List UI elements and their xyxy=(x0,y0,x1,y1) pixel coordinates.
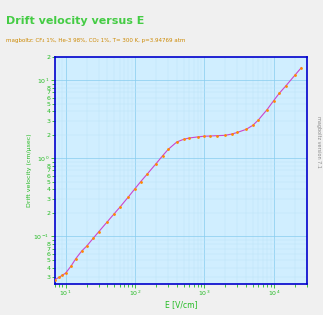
Point xyxy=(145,171,150,176)
Point xyxy=(174,140,179,145)
Point xyxy=(96,229,101,234)
Point xyxy=(111,211,117,216)
Point xyxy=(283,83,288,88)
Point xyxy=(60,272,65,278)
Point xyxy=(56,275,61,280)
Point xyxy=(84,244,89,249)
Text: magboltz version 7.1: magboltz version 7.1 xyxy=(316,116,321,168)
Point xyxy=(132,186,138,191)
Point xyxy=(223,133,228,138)
Point xyxy=(91,236,96,241)
Point xyxy=(292,73,297,78)
Y-axis label: Drift velocity (cm/μsec): Drift velocity (cm/μsec) xyxy=(27,133,32,207)
Point xyxy=(244,127,249,132)
Point xyxy=(207,134,213,139)
Point xyxy=(138,179,143,184)
Point xyxy=(68,263,74,268)
Point xyxy=(277,91,282,96)
Point xyxy=(186,135,192,140)
Point xyxy=(229,131,234,136)
X-axis label: E [V/cm]: E [V/cm] xyxy=(165,300,197,309)
Point xyxy=(117,205,122,210)
Point xyxy=(214,133,219,138)
Point xyxy=(126,194,131,199)
Point xyxy=(299,65,304,70)
Point xyxy=(105,219,110,224)
Point xyxy=(153,161,159,166)
Point xyxy=(73,256,78,261)
Point xyxy=(235,130,240,135)
Point xyxy=(195,135,200,140)
Point xyxy=(271,98,276,103)
Point xyxy=(79,249,84,254)
Point xyxy=(165,147,171,152)
Point xyxy=(202,134,207,139)
Text: Drift velocity versus E: Drift velocity versus E xyxy=(6,16,145,26)
Point xyxy=(52,277,57,282)
Point xyxy=(160,153,165,158)
Point xyxy=(265,107,270,112)
Point xyxy=(181,137,186,142)
Point xyxy=(63,271,68,276)
Point xyxy=(256,117,261,123)
Point xyxy=(250,123,255,128)
Text: magboltz: CF₄ 1%, He-3 98%, CO₂ 1%, T= 300 K, p=3.94769 atm: magboltz: CF₄ 1%, He-3 98%, CO₂ 1%, T= 3… xyxy=(6,38,186,43)
